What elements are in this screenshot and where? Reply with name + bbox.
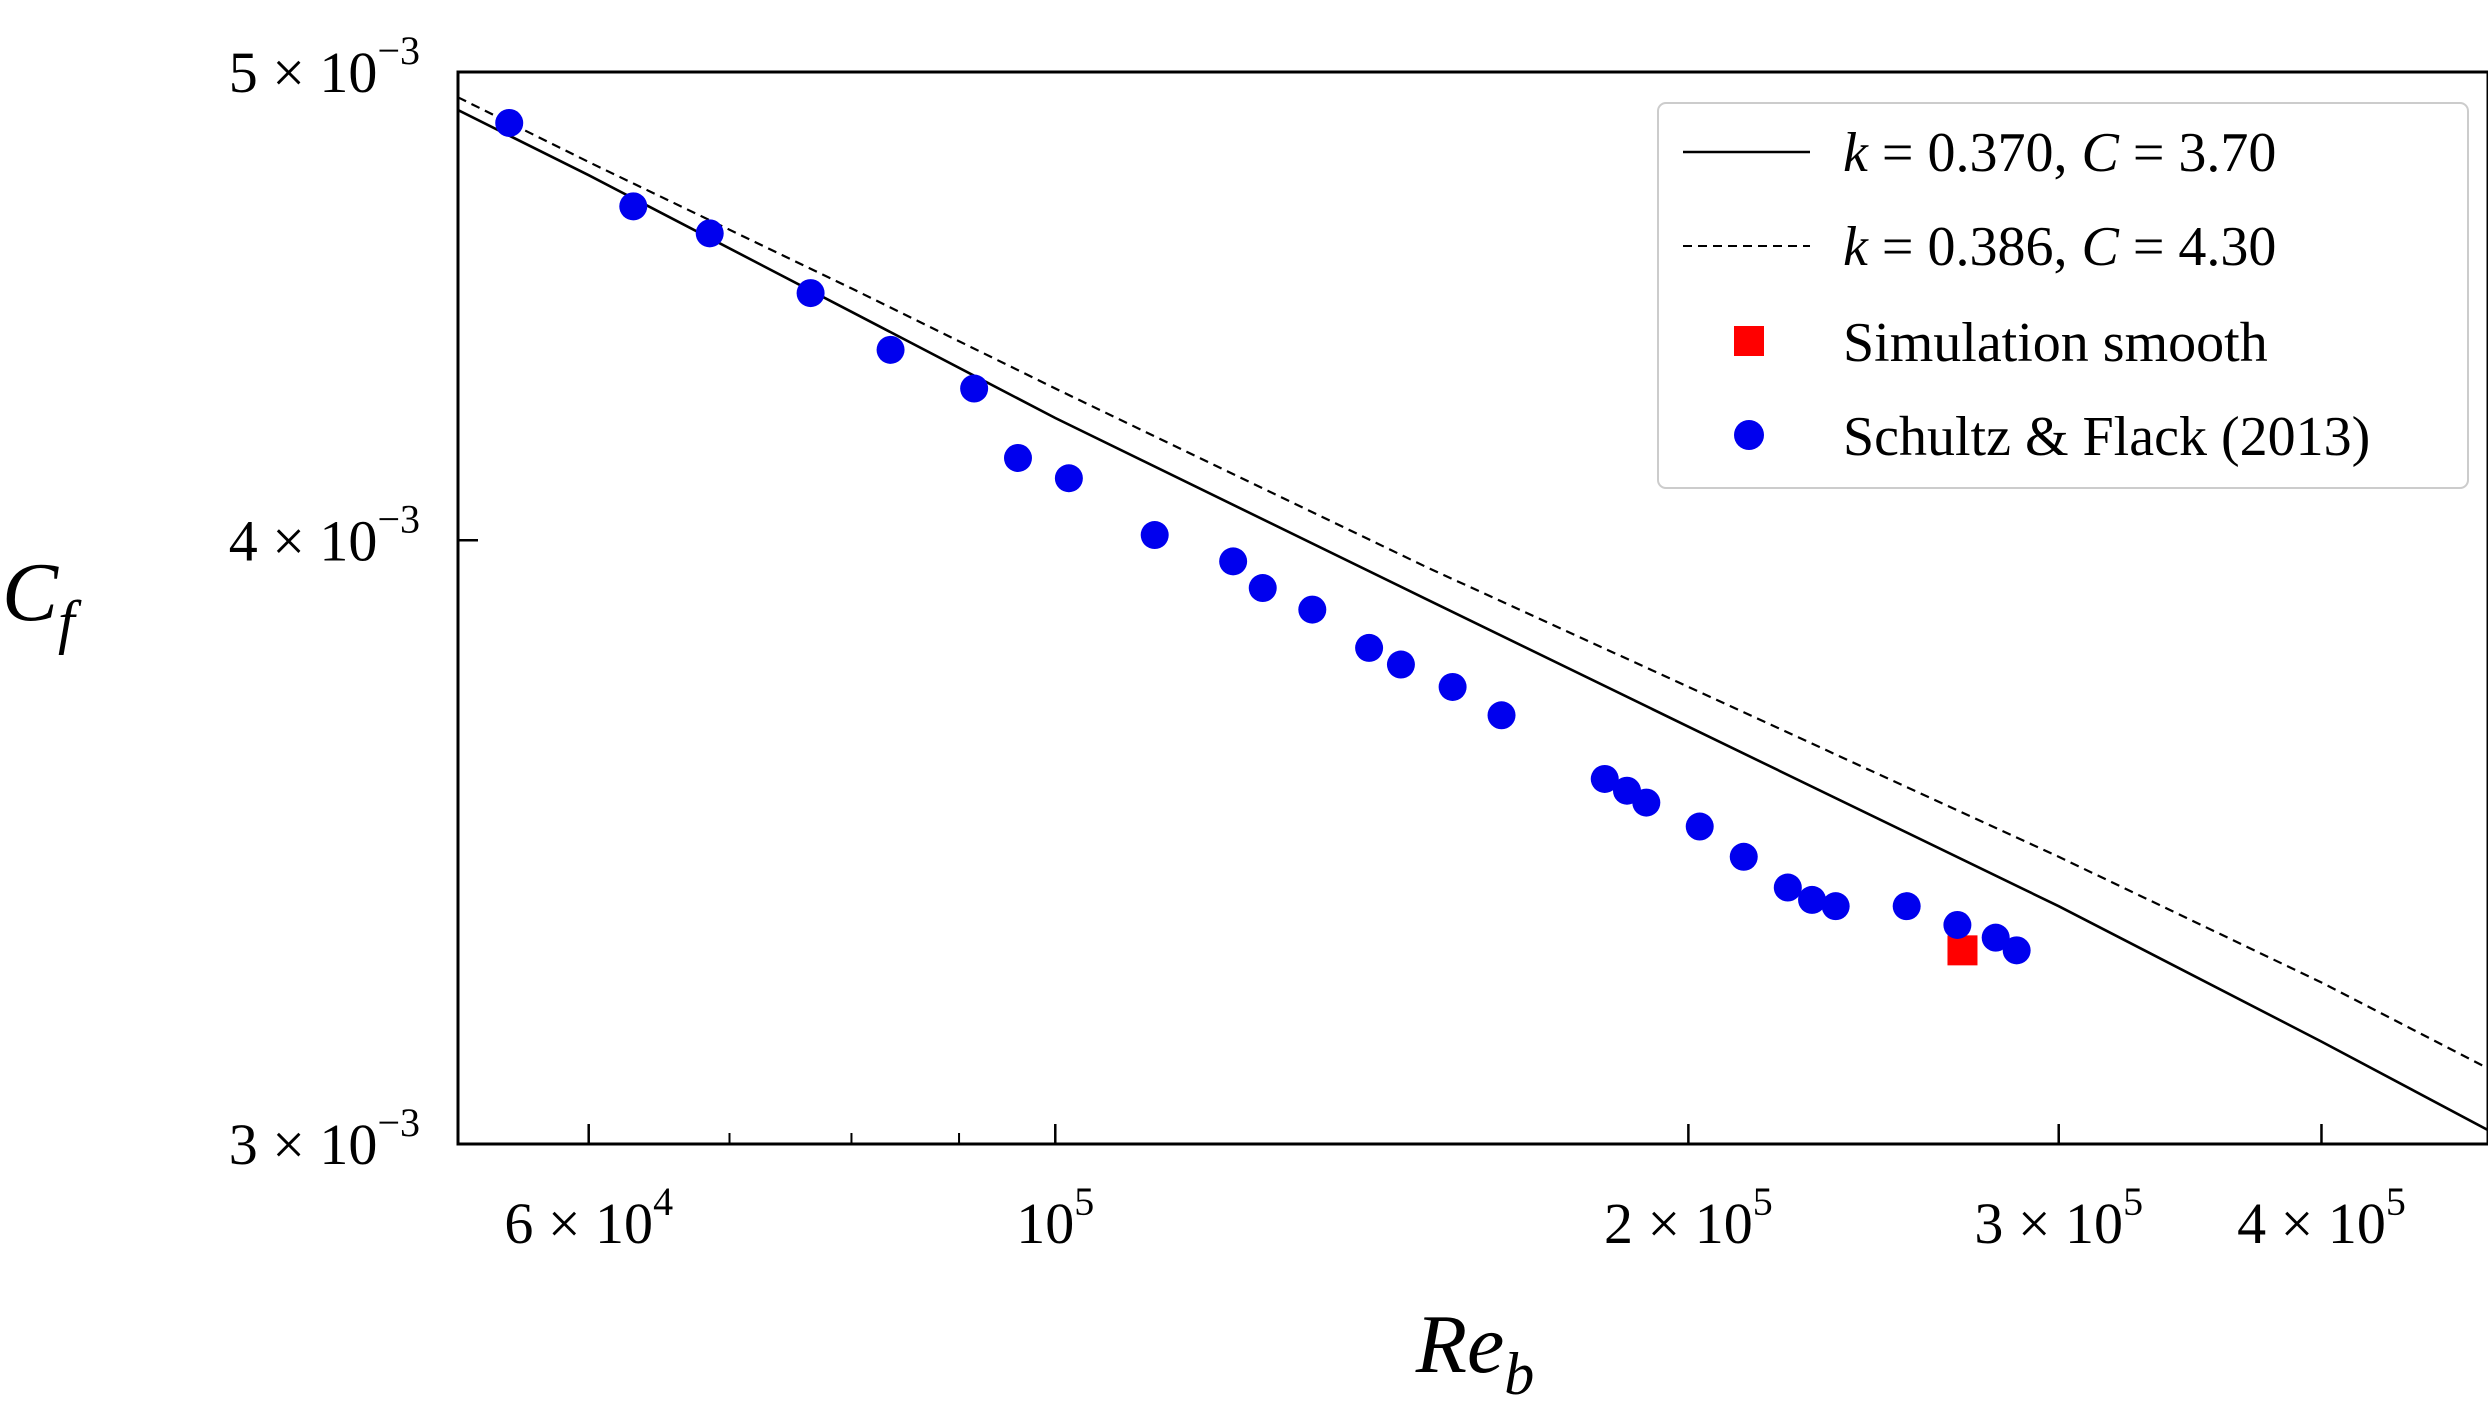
data-point-circle bbox=[960, 374, 989, 403]
legend: k = 0.370, C = 3.70 k = 0.386, C = 4.30 … bbox=[1657, 102, 2469, 489]
data-point-circle bbox=[1438, 672, 1467, 701]
x-tick-label: 105 bbox=[1016, 1179, 1094, 1256]
y-tick-label: 4 × 10−3 bbox=[229, 496, 420, 573]
legend-label-simulation: Simulation smooth bbox=[1843, 312, 2268, 374]
x-tick-exponent: 5 bbox=[2123, 1179, 2143, 1224]
data-point-circle bbox=[1219, 547, 1248, 576]
x-tick-label: 6 × 104 bbox=[504, 1179, 673, 1256]
x-tick-exponent: 5 bbox=[2386, 1179, 2406, 1224]
data-point-circle bbox=[1685, 812, 1714, 841]
data-point-circle bbox=[1248, 574, 1277, 603]
legend-dashed-c: C bbox=[2081, 216, 2119, 278]
legend-label-dashed: k = 0.386, C = 4.30 bbox=[1843, 216, 2276, 278]
legend-solid-k-value: = 0.370, bbox=[1868, 122, 2082, 184]
data-point-circle bbox=[1590, 764, 1619, 793]
legend-solid-c-value: = 3.70 bbox=[2119, 122, 2277, 184]
legend-dashed-c-value: = 4.30 bbox=[2119, 216, 2277, 278]
y-axis-title-main: C bbox=[2, 546, 59, 639]
y-tick-label: 5 × 10−3 bbox=[229, 28, 420, 105]
legend-solid-k: k bbox=[1843, 122, 1869, 184]
legend-swatch-circle-marker bbox=[1734, 420, 1764, 450]
x-axis-title-main: Re bbox=[1415, 1298, 1505, 1391]
x-tick-mantissa: 2 × 10 bbox=[1604, 1191, 1753, 1256]
series-line-solid bbox=[458, 108, 2488, 1132]
series-layer bbox=[458, 96, 2488, 1132]
series-line-dashed bbox=[458, 96, 2488, 1070]
x-tick-label: 2 × 105 bbox=[1604, 1179, 1773, 1256]
data-point-circle bbox=[1981, 923, 2010, 952]
legend-box bbox=[1657, 102, 2469, 489]
x-tick-exponent: 5 bbox=[1753, 1179, 1773, 1224]
data-point-circle bbox=[1140, 521, 1169, 550]
data-point-circle bbox=[1003, 443, 1032, 472]
y-axis-title-subscript: f bbox=[58, 589, 82, 655]
x-tick-label: 3 × 105 bbox=[1974, 1179, 2143, 1256]
legend-label-schultz-flack: Schultz & Flack (2013) bbox=[1843, 406, 2370, 468]
data-point-circle bbox=[1487, 701, 1516, 730]
data-point-circle bbox=[1298, 595, 1327, 624]
x-tick-label: 4 × 105 bbox=[2237, 1179, 2406, 1256]
x-tick-exponent: 4 bbox=[653, 1179, 673, 1224]
data-point-circle bbox=[876, 335, 905, 364]
x-tick-mantissa: 10 bbox=[1016, 1191, 1074, 1256]
data-point-circle bbox=[796, 279, 825, 308]
data-point-circle bbox=[2002, 936, 2031, 965]
plot-frame bbox=[456, 70, 2488, 1146]
data-point-circle bbox=[1821, 892, 1850, 921]
y-tick-exponent: −3 bbox=[377, 496, 420, 541]
legend-solid-c: C bbox=[2081, 122, 2119, 184]
y-tick-mantissa: 5 × 10 bbox=[229, 40, 378, 105]
x-tick-mantissa: 3 × 10 bbox=[1974, 1191, 2123, 1256]
y-tick-exponent: −3 bbox=[377, 1100, 420, 1145]
data-point-circle bbox=[1054, 464, 1083, 493]
x-tick-exponent: 5 bbox=[1074, 1179, 1094, 1224]
data-point-circle bbox=[1632, 788, 1661, 817]
x-axis-title: Reb bbox=[1415, 1298, 1535, 1403]
data-point-circle bbox=[1943, 910, 1972, 939]
x-tick-mantissa: 4 × 10 bbox=[2237, 1191, 2386, 1256]
x-axis-title-subscript: b bbox=[1504, 1341, 1534, 1403]
y-axis-title: Cf bbox=[2, 546, 82, 655]
x-tick-mantissa: 6 × 10 bbox=[504, 1191, 653, 1256]
data-point-circle bbox=[619, 192, 648, 221]
data-point-circle bbox=[1892, 892, 1921, 921]
data-point-circle bbox=[1386, 650, 1415, 679]
legend-label-solid: k = 0.370, C = 3.70 bbox=[1843, 122, 2276, 184]
legend-dashed-k-value: = 0.386, bbox=[1868, 216, 2082, 278]
data-point-circle bbox=[695, 219, 724, 248]
data-point-circle bbox=[1355, 633, 1384, 662]
y-tick-exponent: −3 bbox=[377, 28, 420, 73]
data-point-circle bbox=[495, 108, 524, 137]
y-tick-mantissa: 4 × 10 bbox=[229, 508, 378, 573]
legend-swatch-square-marker bbox=[1734, 326, 1764, 356]
y-tick-label: 3 × 10−3 bbox=[229, 1100, 420, 1177]
data-point-square bbox=[1947, 935, 1978, 966]
legend-dashed-k: k bbox=[1843, 216, 1869, 278]
y-tick-mantissa: 3 × 10 bbox=[229, 1112, 378, 1177]
data-point-circle bbox=[1798, 885, 1827, 914]
data-point-circle bbox=[1773, 873, 1802, 902]
data-point-circle bbox=[1729, 842, 1758, 871]
